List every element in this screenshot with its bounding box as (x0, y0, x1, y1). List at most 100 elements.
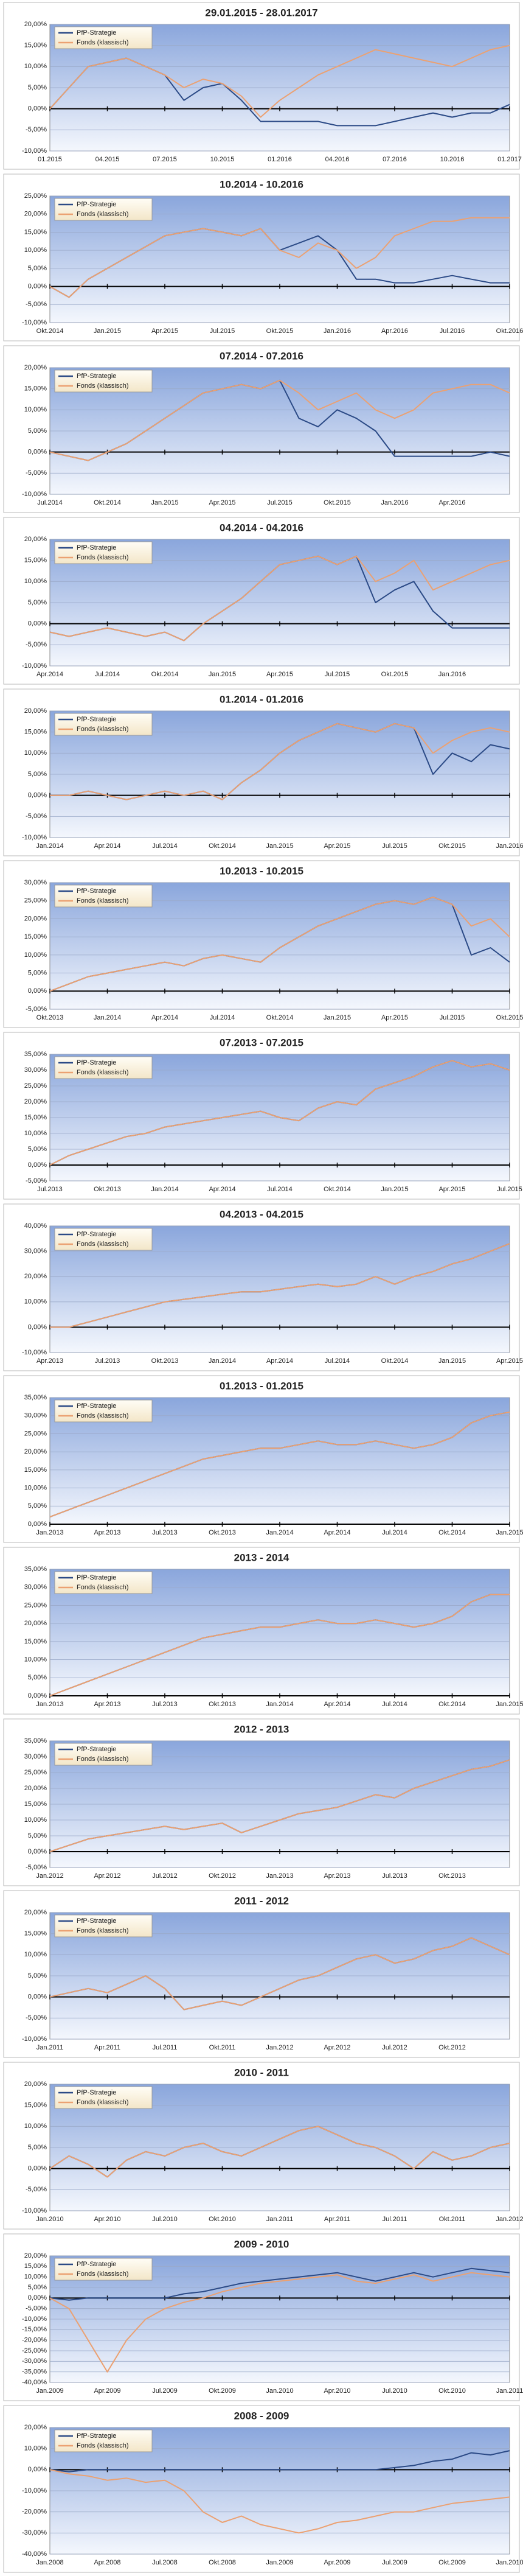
x-tick-label: Okt.2013 (438, 1872, 466, 1880)
y-tick-label: 10,00% (24, 2445, 47, 2452)
x-tick-label: Apr.2014 (151, 1014, 178, 1021)
x-tick-label: Okt.2013 (209, 1701, 236, 1708)
y-tick-label: -35,00% (22, 2368, 47, 2376)
x-tick-label: Jul.2015 (497, 1186, 522, 1193)
y-tick-label: 20,00% (24, 2081, 47, 2088)
x-tick-label: Jan.2015 (94, 327, 121, 335)
legend-label: PfP-Strategie (77, 1231, 116, 1238)
chart-title: 10.2013 - 10.2015 (220, 865, 303, 877)
x-tick-label: 01.2016 (268, 156, 292, 163)
legend-label: PfP-Strategie (77, 2089, 116, 2096)
x-tick-label: Jan.2015 (496, 1701, 523, 1708)
x-tick-label: Okt.2013 (151, 1357, 179, 1365)
x-tick-label: Okt.2011 (439, 2216, 466, 2223)
legend-box (54, 1571, 153, 1594)
y-tick-label: -5,00% (26, 641, 47, 648)
x-tick-label: Jan.2016 (381, 499, 408, 506)
x-tick-label: Okt.2009 (209, 2387, 236, 2395)
y-tick-label: 10,00% (24, 1816, 47, 1824)
chart-panel: 2012 - 2013 -5,00% 0,00% 5,00% 10,00% 15,00% 2… (3, 1718, 520, 1886)
legend-label: PfP-Strategie (77, 716, 116, 723)
x-tick-label: Jan.2014 (266, 1701, 293, 1708)
x-tick-label: Jan.2010 (266, 2387, 293, 2395)
x-tick-label: Apr.2015 (381, 1014, 408, 1021)
y-tick-label: 25,00% (24, 192, 47, 200)
legend-label: Fonds (klassisch) (77, 1927, 129, 1934)
legend-box (54, 884, 153, 908)
legend-box (54, 2258, 153, 2281)
chart-panel: 01.2014 - 01.2016 -10,00% -5,00% 0,00% 5,00%… (3, 688, 523, 856)
y-tick-label: 20,00% (24, 1098, 47, 1105)
y-tick-label: 40,00% (24, 1222, 47, 1230)
x-tick-label: Jan.2010 (496, 2559, 523, 2566)
y-tick-label: 15,00% (24, 228, 47, 236)
x-tick-label: Jul.2014 (325, 1357, 350, 1365)
x-tick-label: Jul.2013 (37, 1186, 63, 1193)
y-tick-label: 10,00% (24, 1656, 47, 1663)
y-tick-label: 5,00% (28, 1674, 47, 1681)
legend-label: Fonds (klassisch) (77, 1412, 129, 1419)
y-tick-label: 10,00% (24, 951, 47, 959)
y-tick-label: 0,00% (28, 282, 47, 290)
x-tick-label: Jul.2015 (382, 842, 407, 850)
y-tick-label: 0,00% (28, 2294, 47, 2301)
x-tick-label: Apr.2009 (94, 2387, 120, 2395)
x-tick-label: Jul.2010 (382, 2387, 407, 2395)
y-tick-label: 35,00% (24, 1394, 47, 1401)
chart-panel: 2009 - 2010 -40,00% -35,00% -30,00% -25,00% -… (3, 2233, 523, 2401)
x-tick-label: 07.2016 (383, 156, 407, 163)
series-line (49, 379, 510, 461)
x-tick-label: Apr.2010 (324, 2387, 350, 2395)
y-tick-label: 20,00% (24, 364, 47, 371)
chart-title: 04.2013 - 04.2015 (220, 1208, 303, 1220)
y-tick-label: 10,00% (24, 1484, 47, 1491)
x-tick-label: Apr.2015 (324, 842, 350, 850)
y-tick-label: 5,00% (28, 2284, 47, 2291)
legend-label: Fonds (klassisch) (77, 211, 129, 218)
y-tick-label: 15,00% (24, 557, 47, 564)
legend-label: Fonds (klassisch) (77, 2099, 129, 2106)
x-tick-label: Okt.2011 (209, 2044, 236, 2051)
y-tick-label: -20,00% (22, 2508, 47, 2516)
x-tick-label: Jan.2015 (151, 499, 178, 506)
series-line (49, 44, 510, 118)
series-line (50, 1243, 510, 1328)
y-tick-label: -5,00% (26, 1177, 47, 1185)
y-tick-label: 10,00% (24, 1130, 47, 1137)
y-tick-label: 20,00% (24, 1909, 47, 1916)
y-tick-label: 0,00% (28, 1848, 47, 1855)
legend-box (54, 1743, 153, 1766)
y-tick-label: 15,00% (24, 1466, 47, 1474)
chart-title: 01.2013 - 01.2015 (220, 1380, 303, 1391)
x-tick-label: Okt.2014 (151, 671, 179, 678)
y-tick-label: 20,00% (24, 211, 47, 218)
y-tick-label: -30,00% (22, 2357, 47, 2365)
legend-label: Fonds (klassisch) (77, 382, 129, 390)
y-tick-label: -5,00% (26, 1864, 47, 1871)
x-tick-label: Jul.2013 (95, 1357, 120, 1365)
x-tick-label: Jan.2014 (94, 1014, 121, 1021)
x-tick-label: Okt.2015 (438, 842, 466, 850)
x-tick-label: Jan.2008 (36, 2559, 63, 2566)
y-tick-label: 20,00% (24, 915, 47, 922)
x-tick-label: Okt.2009 (438, 2559, 466, 2566)
x-tick-label: Apr.2014 (266, 1357, 293, 1365)
y-tick-label: 25,00% (24, 1082, 47, 1090)
x-tick-label: Jul.2008 (152, 2559, 178, 2566)
x-tick-label: 10.2015 (210, 156, 235, 163)
legend-label: Fonds (klassisch) (77, 1241, 129, 1248)
x-tick-label: Jul.2014 (382, 1701, 407, 1708)
x-tick-label: Jan.2012 (36, 1872, 63, 1880)
x-tick-label: Apr.2015 (266, 671, 293, 678)
x-tick-label: Apr.2009 (324, 2559, 350, 2566)
y-tick-label: 20,00% (24, 1448, 47, 1455)
x-tick-label: Jan.2014 (151, 1186, 178, 1193)
chart-title: 29.01.2015 - 28.01.2017 (205, 7, 317, 18)
chart-title: 07.2013 - 07.2015 (220, 1037, 303, 1048)
y-tick-label: 0,00% (28, 2466, 47, 2473)
y-tick-label: 10,00% (24, 1298, 47, 1306)
y-tick-label: 20,00% (24, 1273, 47, 1280)
y-tick-label: -5,00% (26, 2305, 47, 2312)
x-tick-label: Jul.2016 (440, 327, 465, 335)
